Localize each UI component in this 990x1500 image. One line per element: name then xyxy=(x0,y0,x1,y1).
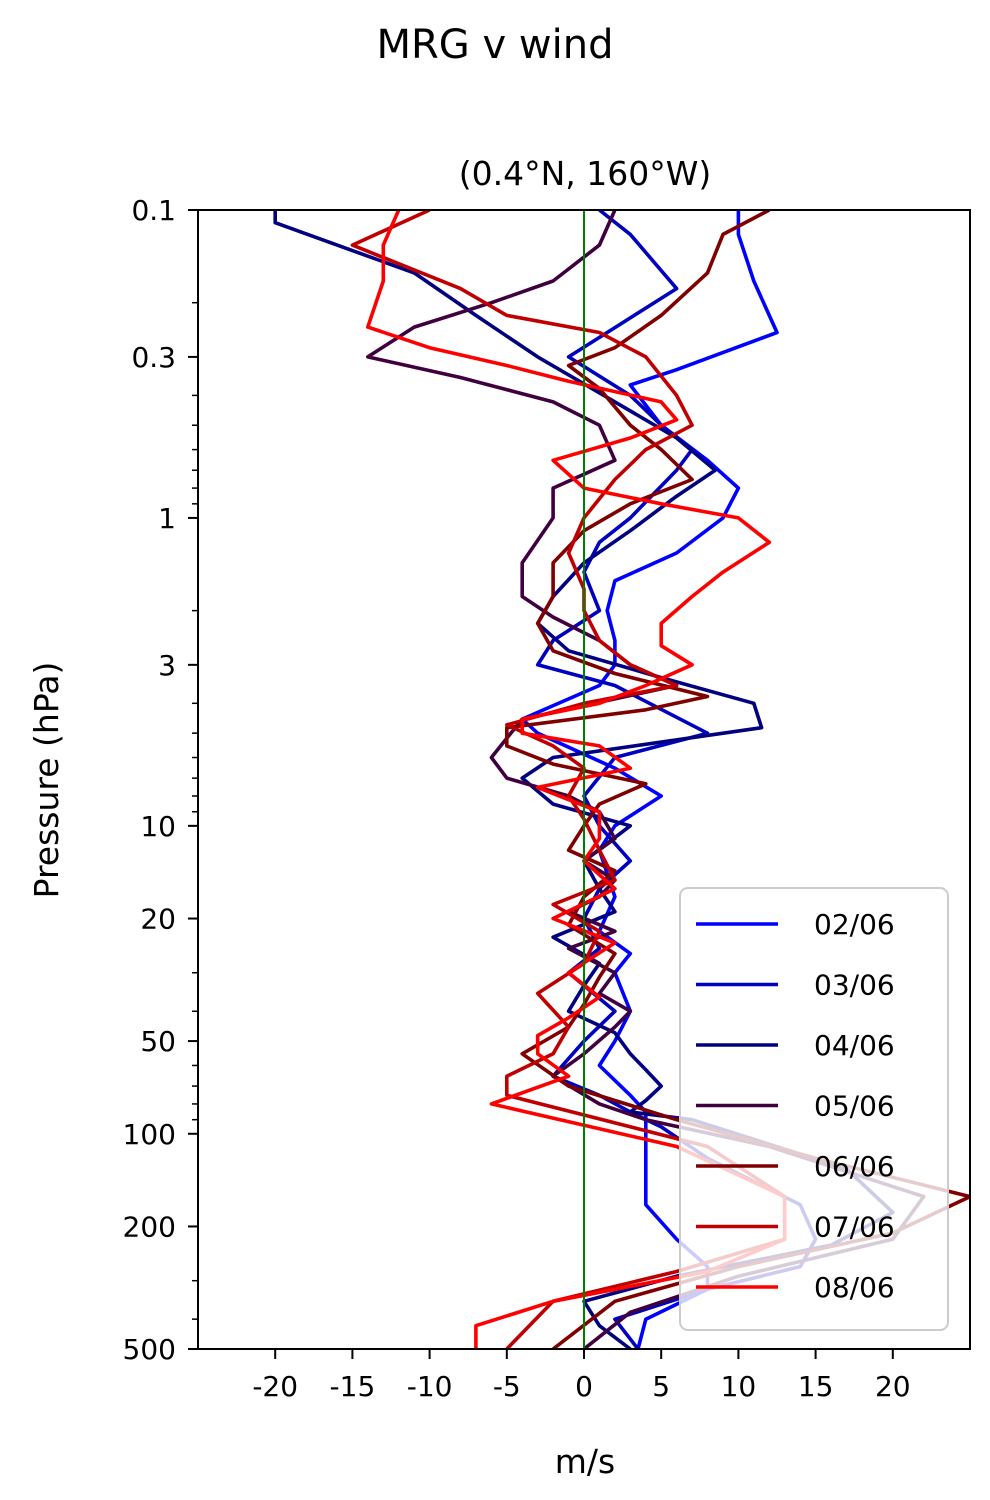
legend-box xyxy=(679,887,949,1331)
x-tick-label: 20 xyxy=(875,1370,911,1403)
x-tick-label: -10 xyxy=(407,1370,453,1403)
series-line-08-06 xyxy=(365,210,787,1349)
legend-label: 05/06 xyxy=(814,1090,895,1123)
y-tick-label: 0.1 xyxy=(131,194,176,227)
x-axis-label: m/s xyxy=(555,1442,615,1481)
y-tick-label: 500 xyxy=(123,1333,176,1366)
y-tick-label: 200 xyxy=(123,1210,176,1243)
legend-label: 04/06 xyxy=(814,1029,895,1062)
x-tick-label: -5 xyxy=(493,1370,521,1403)
y-tick-label: 3 xyxy=(158,649,176,682)
y-tick-label: 0.3 xyxy=(131,341,176,374)
legend-label: 06/06 xyxy=(814,1150,895,1183)
series-line-07-06 xyxy=(350,210,787,1349)
y-tick-label: 50 xyxy=(140,1025,176,1058)
x-tick-label: 5 xyxy=(652,1370,670,1403)
legend-label: 08/06 xyxy=(814,1271,895,1304)
plot-frame xyxy=(197,209,971,1350)
plot-title: (0.4°N, 160°W) xyxy=(459,154,712,193)
figure-suptitle: MRG v wind xyxy=(376,22,614,68)
x-tick-label: -15 xyxy=(330,1370,376,1403)
x-tick-label: 10 xyxy=(721,1370,757,1403)
legend-label: 02/06 xyxy=(814,908,895,941)
y-tick-label: 100 xyxy=(123,1118,176,1151)
x-tick-label: -20 xyxy=(252,1370,298,1403)
y-tick-label: 1 xyxy=(158,502,176,535)
legend: 02/06 03/06 04/06 05/06 06/06 07/06 08/06 xyxy=(679,887,949,1331)
x-tick-label: 0 xyxy=(575,1370,593,1403)
y-axis-label: Pressure (hPa) xyxy=(27,662,66,899)
y-tick-label: 10 xyxy=(140,810,176,843)
series-layer xyxy=(273,210,970,1349)
legend-label: 03/06 xyxy=(814,969,895,1002)
y-tick-label: 20 xyxy=(140,903,176,936)
axes-layer: -20 -15 -10 -5 0 5 10 15 20 0.1 0.3 1 3 10 20 50 100 200 5… xyxy=(123,194,911,1403)
series-line-06-06 xyxy=(504,210,970,1349)
legend-label: 07/06 xyxy=(814,1211,895,1244)
x-tick-label: 15 xyxy=(798,1370,834,1403)
